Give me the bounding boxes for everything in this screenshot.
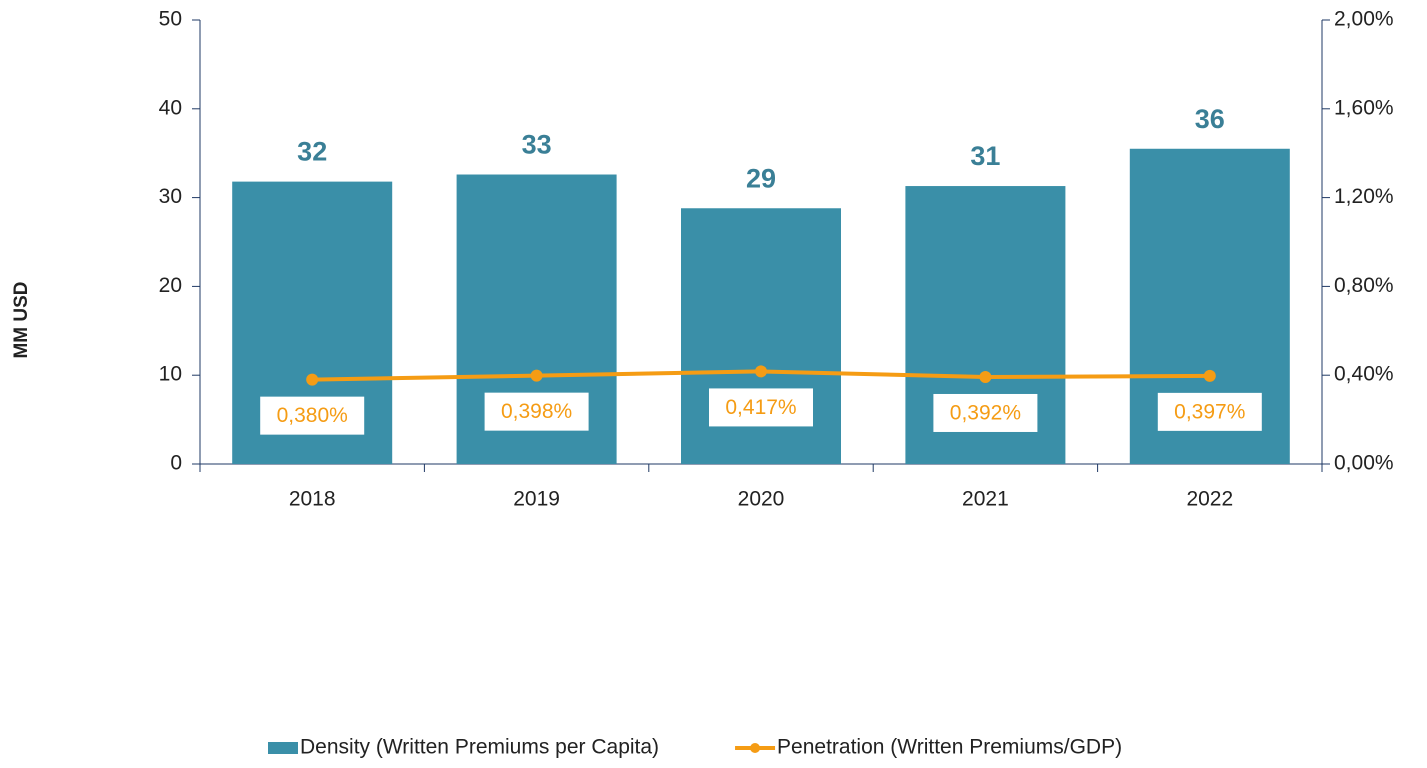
value-label-box bbox=[1157, 392, 1262, 431]
y2-tick-label: 0,80% bbox=[1334, 274, 1394, 297]
y2-tick-label: 2,00% bbox=[1334, 8, 1394, 31]
value-label-box bbox=[709, 388, 813, 427]
line-value-label: 0,397% bbox=[1174, 400, 1245, 423]
y2-tick-label: 0,00% bbox=[1334, 452, 1394, 475]
value-label-box bbox=[933, 393, 1038, 432]
legend-label: Density (Written Premiums per Capita) bbox=[300, 736, 659, 759]
bar-value-label: 29 bbox=[746, 163, 776, 193]
value-label-box bbox=[484, 392, 589, 431]
bar-value-label: 31 bbox=[970, 141, 1000, 171]
line-point bbox=[1203, 369, 1216, 382]
y2-tick-label: 0,40% bbox=[1334, 363, 1394, 386]
line-value-label: 0,380% bbox=[277, 404, 348, 427]
bar-value-label: 36 bbox=[1195, 104, 1225, 134]
y2-tick-label: 1,60% bbox=[1334, 96, 1394, 119]
y-tick-label: 30 bbox=[159, 185, 182, 208]
legend-label: Penetration (Written Premiums/GDP) bbox=[777, 736, 1122, 759]
x-tick-label: 2018 bbox=[289, 488, 336, 511]
legend-swatch-point bbox=[750, 743, 761, 753]
y-tick-label: 20 bbox=[159, 274, 182, 297]
y2-tick-label: 1,20% bbox=[1334, 185, 1394, 208]
line-value-label: 0,417% bbox=[725, 396, 796, 419]
x-tick-label: 2019 bbox=[513, 488, 560, 511]
y-tick-label: 50 bbox=[159, 8, 182, 31]
x-tick-label: 2020 bbox=[738, 488, 785, 511]
line-point bbox=[306, 373, 319, 386]
y-tick-label: 0 bbox=[170, 452, 182, 475]
y-tick-label: 10 bbox=[159, 363, 182, 386]
y-axis-label: MM USD bbox=[11, 281, 32, 358]
bar-value-label: 32 bbox=[297, 137, 327, 167]
x-tick-label: 2022 bbox=[1186, 488, 1233, 511]
line-value-label: 0,398% bbox=[501, 400, 572, 423]
value-label-box bbox=[260, 396, 365, 435]
line-point bbox=[979, 370, 992, 383]
legend-swatch bbox=[268, 742, 298, 754]
y-tick-label: 40 bbox=[159, 96, 182, 119]
line-point bbox=[530, 369, 543, 382]
line-value-label: 0,392% bbox=[950, 402, 1021, 425]
bar-value-label: 33 bbox=[522, 130, 552, 160]
line-point bbox=[755, 365, 767, 378]
x-tick-label: 2021 bbox=[962, 488, 1009, 511]
